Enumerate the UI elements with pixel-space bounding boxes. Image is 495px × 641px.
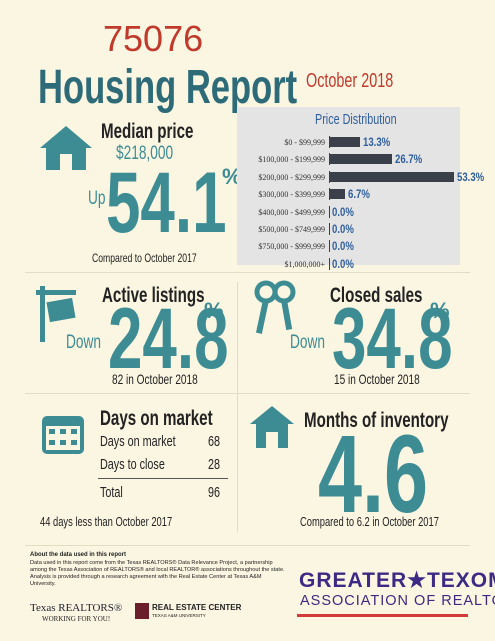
direction: Down xyxy=(290,332,325,353)
change: 54.1 xyxy=(106,155,227,251)
divider xyxy=(25,272,470,273)
total-rule xyxy=(98,478,228,479)
active-label: Active listings xyxy=(102,284,205,307)
bar-label: 26.7% xyxy=(394,152,422,167)
note: 82 in October 2018 xyxy=(112,371,198,387)
note: 15 in October 2018 xyxy=(334,371,420,387)
bar-axis xyxy=(329,136,330,148)
bar-axis xyxy=(329,257,330,270)
price-range: $0 - $99,999 xyxy=(284,138,325,147)
row-value: 68 xyxy=(208,433,221,450)
zip: 75076 xyxy=(103,18,204,59)
note: 44 days less than October 2017 xyxy=(40,514,173,529)
bar-axis xyxy=(329,153,330,166)
bar xyxy=(329,154,392,165)
unit: % xyxy=(430,298,450,323)
texas-realtors: Texas REALTORS® xyxy=(30,602,123,614)
pd-title: Price Distribution xyxy=(315,111,397,128)
center-logo xyxy=(135,603,149,619)
comparison: Compared to October 2017 xyxy=(92,251,197,265)
bar-label: 0.0% xyxy=(332,204,354,219)
price-range: $300,000 - $399,999 xyxy=(258,190,325,200)
calendar-icon xyxy=(42,416,84,454)
moi-label: Months of inventory xyxy=(304,409,449,432)
row-label: Total xyxy=(100,484,123,501)
date: October 2018 xyxy=(306,70,394,92)
bar-axis xyxy=(329,205,330,218)
texoma-logo: GREATER★TEXOMA ASSOCIATION OF REALTORS xyxy=(297,568,495,617)
divider xyxy=(25,393,470,394)
keys-icon xyxy=(254,280,296,334)
row-value: 96 xyxy=(208,484,221,501)
bar-axis xyxy=(329,223,330,235)
direction: Up xyxy=(88,188,106,209)
about-title: About the data used in this report xyxy=(30,552,127,558)
bar-axis xyxy=(329,240,330,253)
title: Housing Report xyxy=(38,61,298,114)
bar-label: 53.3% xyxy=(457,169,485,184)
price-range: $500,000 - $749,999 xyxy=(258,225,325,234)
bar-label: 13.3% xyxy=(363,135,391,149)
divider xyxy=(237,282,238,532)
price-range: $200,000 - $299,999 xyxy=(258,172,325,182)
tagline: WORKING FOR YOU! xyxy=(42,615,111,623)
bar-label: 0.0% xyxy=(332,239,354,254)
center-name: REAL ESTATE CENTER xyxy=(152,603,242,612)
row-label: Days to close xyxy=(100,456,165,473)
university: TEXAS A&M UNIVERSITY xyxy=(152,613,206,618)
about-text: Data used in this report come from the T… xyxy=(30,560,285,587)
change: 24.8 xyxy=(108,291,229,387)
bar-label: 0.0% xyxy=(332,222,354,236)
closed-label: Closed sales xyxy=(330,284,423,307)
price-distribution: Price Distribution $0 - $99,999 13.3% $100… xyxy=(237,107,484,271)
row-value: 28 xyxy=(208,456,221,473)
direction: Down xyxy=(66,332,101,353)
divider xyxy=(25,545,470,546)
bar-axis xyxy=(329,170,330,183)
price-range: $100,000 - $199,999 xyxy=(258,155,325,165)
sign-icon xyxy=(36,286,76,342)
bar xyxy=(329,171,455,182)
unit: % xyxy=(204,298,224,323)
house-icon xyxy=(250,406,294,448)
texoma-bottom: ASSOCIATION OF REALTORS xyxy=(300,593,495,609)
median-label: Median price xyxy=(101,120,194,143)
price-range: $1,000,000+ xyxy=(284,259,325,269)
median-value: $218,000 xyxy=(116,143,174,164)
price-range: $400,000 - $499,999 xyxy=(258,207,325,217)
change: 34.8 xyxy=(332,291,453,387)
bar xyxy=(329,189,345,200)
unit: % xyxy=(222,164,242,189)
dom-label: Days on market xyxy=(100,407,213,430)
note: Compared to 6.2 in October 2017 xyxy=(300,514,439,529)
price-range: $750,000 - $999,999 xyxy=(258,242,325,252)
moi-value: 4.6 xyxy=(318,413,429,536)
bar-axis xyxy=(329,188,330,201)
row-label: Days on market xyxy=(100,433,176,450)
bar-label: 0.0% xyxy=(332,256,354,271)
texoma-top: GREATER★TEXOMA xyxy=(299,569,495,592)
house-icon xyxy=(40,126,92,170)
bar xyxy=(329,137,361,147)
bar-label: 6.7% xyxy=(347,187,370,202)
